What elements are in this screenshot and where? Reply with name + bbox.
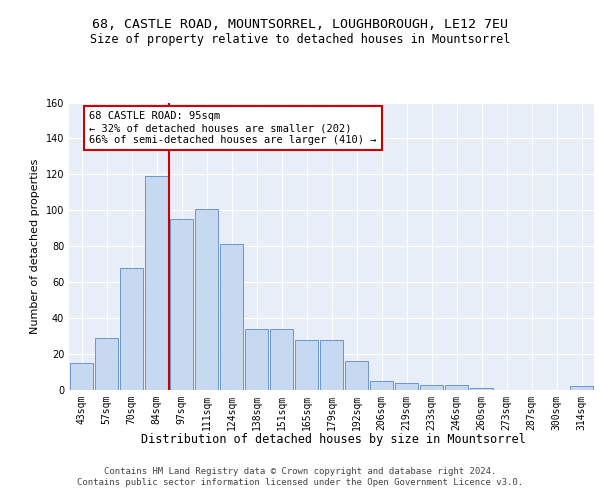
Text: Size of property relative to detached houses in Mountsorrel: Size of property relative to detached ho… [90,32,510,46]
Bar [569,386,593,390]
Bar [470,388,493,390]
Bar [70,363,94,390]
Bar [220,244,244,390]
Bar [419,384,443,390]
Bar [320,340,343,390]
Bar [245,329,268,390]
Text: 68, CASTLE ROAD, MOUNTSORREL, LOUGHBOROUGH, LE12 7EU: 68, CASTLE ROAD, MOUNTSORREL, LOUGHBOROU… [92,18,508,30]
Bar [395,383,418,390]
Bar [194,208,218,390]
Bar [295,340,319,390]
Bar [269,329,293,390]
Bar [344,361,368,390]
Text: Distribution of detached houses by size in Mountsorrel: Distribution of detached houses by size … [140,432,526,446]
Text: 68 CASTLE ROAD: 95sqm
← 32% of detached houses are smaller (202)
66% of semi-det: 68 CASTLE ROAD: 95sqm ← 32% of detached … [89,112,377,144]
Y-axis label: Number of detached properties: Number of detached properties [30,158,40,334]
Bar [119,268,143,390]
Bar [170,220,193,390]
Text: Contains HM Land Registry data © Crown copyright and database right 2024.
Contai: Contains HM Land Registry data © Crown c… [77,468,523,487]
Bar [445,384,469,390]
Bar [95,338,118,390]
Bar [370,381,394,390]
Bar [145,176,169,390]
